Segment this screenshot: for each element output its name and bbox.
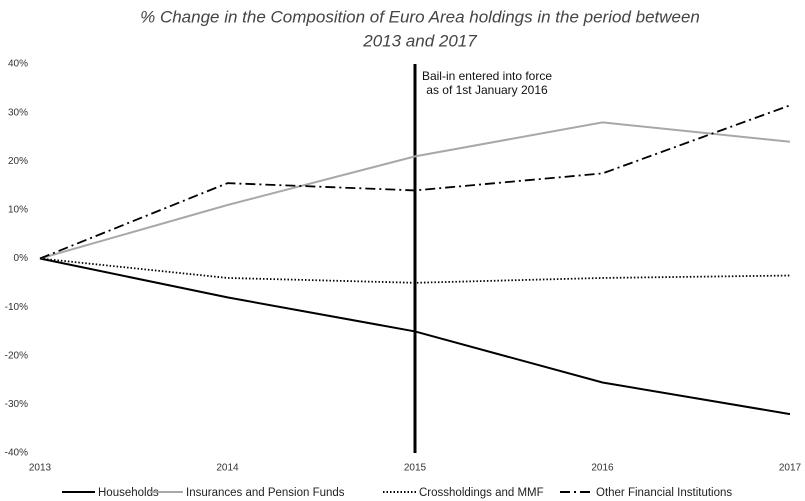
y-tick-label: 10%	[8, 205, 28, 216]
x-tick-label: 2017	[779, 463, 802, 474]
legend-label: Other Financial Institutions	[596, 487, 732, 499]
y-tick-label: 0%	[14, 253, 29, 264]
annotation-text: Bail-in entered into force	[422, 69, 552, 83]
series-line	[39, 257, 791, 416]
annotation-text: as of 1st January 2016	[426, 83, 548, 97]
legend-label: Crossholdings and MMF	[419, 487, 544, 499]
x-tick-label: 2014	[216, 463, 239, 474]
y-tick-label: -40%	[5, 448, 28, 459]
x-tick-label: 2015	[404, 463, 427, 474]
x-tick-label: 2016	[591, 463, 614, 474]
y-tick-label: 30%	[8, 107, 28, 118]
series-line	[39, 121, 791, 260]
y-tick-label: -30%	[5, 399, 28, 410]
x-tick-label: 2013	[29, 463, 52, 474]
y-tick-label: 40%	[8, 59, 28, 70]
legend-label: Households	[98, 487, 159, 499]
series-line	[39, 104, 791, 260]
legend-label: Insurances and Pension Funds	[186, 487, 345, 499]
y-tick-label: -20%	[5, 350, 28, 361]
chart-title: % Change in the Composition of Euro Area…	[140, 7, 700, 26]
y-tick-label: -10%	[5, 302, 28, 313]
y-tick-label: 20%	[8, 156, 28, 167]
chart-title: 2013 and 2017	[362, 31, 477, 50]
